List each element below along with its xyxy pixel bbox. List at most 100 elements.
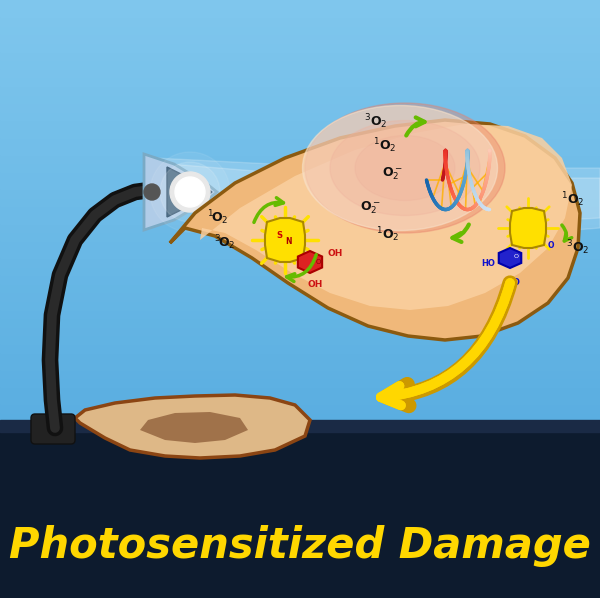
Bar: [0, 51, 600, 60]
Bar: [0, 412, 600, 422]
Bar: [0, 274, 600, 284]
Polygon shape: [266, 228, 287, 252]
Polygon shape: [75, 395, 310, 458]
Polygon shape: [265, 218, 305, 262]
Bar: [0, 266, 600, 275]
FancyBboxPatch shape: [31, 414, 75, 444]
Bar: [0, 205, 600, 215]
Bar: [0, 231, 600, 241]
Bar: [0, 248, 600, 258]
Text: $^3$O$_2$: $^3$O$_2$: [566, 239, 590, 257]
Bar: [0, 197, 600, 206]
Bar: [0, 309, 600, 318]
Bar: [0, 179, 600, 189]
Text: S: S: [276, 231, 282, 240]
Polygon shape: [158, 163, 600, 233]
FancyArrowPatch shape: [381, 283, 510, 405]
Text: HO: HO: [506, 278, 520, 287]
Bar: [0, 59, 600, 69]
Bar: [0, 395, 600, 404]
Bar: [0, 0, 600, 8]
Polygon shape: [283, 228, 304, 252]
Circle shape: [150, 152, 230, 232]
Bar: [0, 326, 600, 335]
Text: N: N: [286, 237, 292, 246]
Circle shape: [144, 184, 160, 200]
Bar: [0, 214, 600, 224]
Polygon shape: [155, 158, 600, 248]
Bar: [0, 154, 600, 163]
Bar: [0, 68, 600, 77]
Bar: [0, 145, 600, 155]
Text: $^1$O$_2$: $^1$O$_2$: [373, 137, 397, 155]
Bar: [0, 343, 600, 353]
Bar: [0, 283, 600, 292]
Bar: [0, 136, 600, 146]
Bar: [0, 420, 600, 430]
Bar: [0, 291, 600, 301]
Bar: [0, 111, 600, 120]
Bar: [0, 8, 600, 17]
Bar: [0, 300, 600, 310]
FancyArrowPatch shape: [562, 225, 572, 241]
Circle shape: [160, 162, 220, 222]
Text: OH: OH: [328, 249, 343, 258]
Text: O$_2^-$: O$_2^-$: [359, 200, 380, 216]
Polygon shape: [144, 154, 217, 230]
Bar: [0, 334, 600, 344]
Ellipse shape: [355, 136, 455, 200]
Bar: [0, 77, 600, 86]
Bar: [0, 386, 600, 396]
Text: $^3\!$O$_2$: $^3\!$O$_2$: [214, 234, 236, 252]
Polygon shape: [510, 208, 546, 248]
FancyArrowPatch shape: [406, 117, 425, 136]
Bar: [0, 360, 600, 370]
Bar: [0, 85, 600, 94]
Bar: [0, 377, 600, 387]
Text: OH: OH: [307, 280, 323, 289]
Text: $^3$O$_2$: $^3$O$_2$: [364, 112, 388, 132]
FancyArrowPatch shape: [387, 283, 510, 405]
Text: $^1\!$O$_2$: $^1\!$O$_2$: [208, 209, 229, 227]
Bar: [0, 25, 600, 35]
Bar: [0, 369, 600, 379]
Ellipse shape: [302, 105, 497, 230]
Bar: [0, 163, 600, 172]
FancyArrowPatch shape: [287, 255, 316, 282]
Bar: [0, 352, 600, 361]
Bar: [0, 94, 600, 103]
Bar: [0, 42, 600, 51]
Bar: [0, 128, 600, 138]
Text: Photosensitized Damage: Photosensitized Damage: [9, 525, 591, 567]
FancyArrowPatch shape: [452, 224, 469, 242]
Circle shape: [170, 172, 210, 212]
Polygon shape: [200, 124, 572, 310]
Text: O$_2^-$: O$_2^-$: [382, 166, 403, 182]
Bar: [0, 240, 600, 249]
Polygon shape: [167, 167, 212, 217]
Polygon shape: [170, 120, 580, 340]
Bar: [0, 403, 600, 413]
Circle shape: [175, 177, 205, 207]
Bar: [0, 188, 600, 198]
Bar: [0, 420, 600, 432]
Polygon shape: [499, 248, 521, 268]
Bar: [0, 257, 600, 267]
Text: $^1$O$_2$: $^1$O$_2$: [376, 225, 400, 245]
Bar: [0, 317, 600, 327]
Bar: [0, 171, 600, 181]
Text: $^1$O$_2$: $^1$O$_2$: [562, 191, 584, 209]
Bar: [0, 120, 600, 129]
Bar: [0, 102, 600, 112]
FancyArrowPatch shape: [254, 198, 283, 222]
Bar: [38, 420, 68, 438]
Bar: [0, 422, 600, 598]
Text: O: O: [548, 242, 554, 251]
Ellipse shape: [330, 121, 480, 215]
Text: O: O: [514, 254, 518, 258]
Text: O: O: [316, 259, 320, 265]
Bar: [0, 222, 600, 232]
Text: HO: HO: [481, 258, 495, 267]
Polygon shape: [140, 412, 248, 443]
Bar: [0, 33, 600, 43]
